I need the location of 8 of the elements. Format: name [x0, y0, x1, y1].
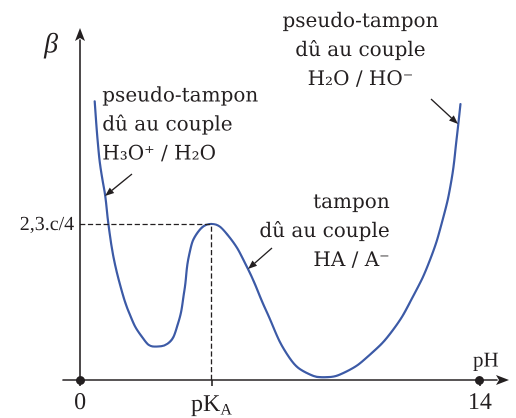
annotation: tampon dû au couple HA / A⁻ — [259, 189, 390, 272]
x-tick-label: 0 — [74, 389, 86, 415]
x-axis-title: pH — [473, 348, 499, 372]
ref-line-label: 2,3.c/4 — [20, 212, 74, 235]
annotation: pseudo-tampon dû au couple H₃O⁺ / H₂O — [102, 82, 258, 165]
y-axis-title: β — [43, 28, 58, 60]
annotation: pseudo-tampon dû au couple H₂O / HO⁻ — [282, 8, 439, 90]
x-tick-label: 14 — [468, 389, 492, 415]
